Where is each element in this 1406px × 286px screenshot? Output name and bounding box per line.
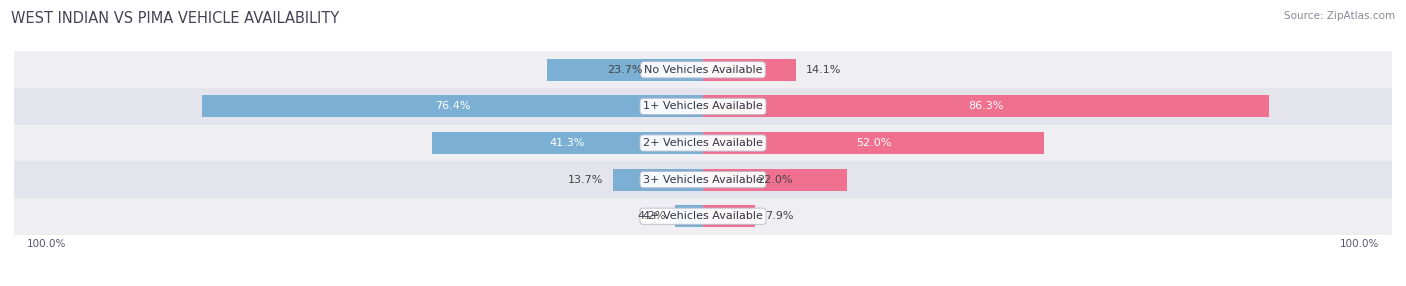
Text: 23.7%: 23.7% [607,65,643,75]
Bar [703,132,1045,154]
Text: 4.2%: 4.2% [637,211,665,221]
Text: 7.9%: 7.9% [765,211,793,221]
Bar [14,198,1392,235]
Bar [613,169,703,190]
Bar [703,96,1270,117]
Bar [201,96,703,117]
Bar [547,59,703,81]
Text: WEST INDIAN VS PIMA VEHICLE AVAILABILITY: WEST INDIAN VS PIMA VEHICLE AVAILABILITY [11,11,339,26]
Text: Source: ZipAtlas.com: Source: ZipAtlas.com [1284,11,1395,21]
Text: 86.3%: 86.3% [969,102,1004,111]
Bar [14,125,1392,161]
Bar [14,51,1392,88]
Text: 76.4%: 76.4% [434,102,470,111]
Bar [432,132,703,154]
Bar [14,88,1392,125]
Bar [703,205,755,227]
Text: 3+ Vehicles Available: 3+ Vehicles Available [643,175,763,184]
Text: 13.7%: 13.7% [568,175,603,184]
Bar [14,161,1392,198]
Text: 52.0%: 52.0% [856,138,891,148]
Text: No Vehicles Available: No Vehicles Available [644,65,762,75]
Text: 4+ Vehicles Available: 4+ Vehicles Available [643,211,763,221]
Bar [703,169,848,190]
Text: 22.0%: 22.0% [758,175,793,184]
Text: 14.1%: 14.1% [806,65,841,75]
Bar [675,205,703,227]
Bar [703,59,796,81]
Text: 1+ Vehicles Available: 1+ Vehicles Available [643,102,763,111]
Text: 41.3%: 41.3% [550,138,585,148]
Text: 2+ Vehicles Available: 2+ Vehicles Available [643,138,763,148]
